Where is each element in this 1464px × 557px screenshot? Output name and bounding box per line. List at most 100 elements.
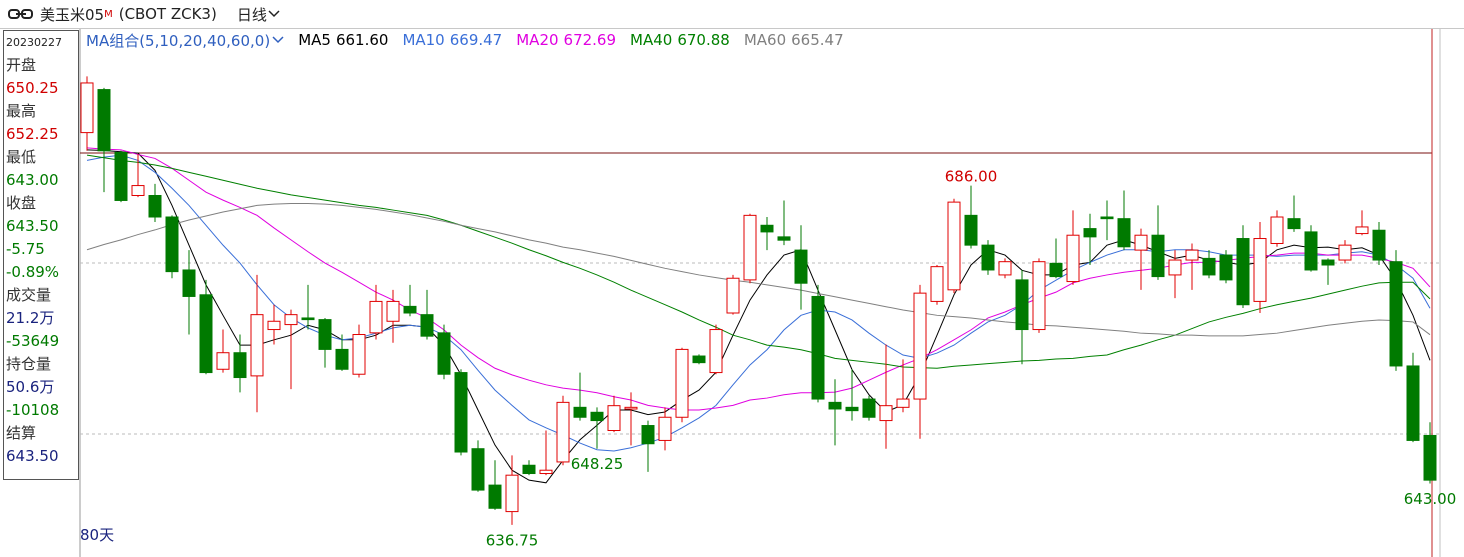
info-item: -10108	[6, 401, 60, 419]
ma-value: 661.60	[335, 31, 389, 49]
candle-body	[216, 352, 230, 370]
ma-name: MA20	[516, 31, 559, 49]
candle-body	[437, 332, 451, 375]
candle-body	[165, 216, 179, 273]
candle-body	[1168, 259, 1182, 276]
candle-body	[1423, 434, 1437, 481]
candle-body	[556, 401, 570, 463]
candle-body	[777, 236, 791, 241]
instrument-name: 美玉米05	[40, 5, 105, 24]
info-item: 650.25	[6, 79, 59, 97]
candle-body	[1049, 262, 1063, 278]
candle-body	[148, 194, 162, 218]
candle-body	[539, 469, 553, 475]
candle-body	[879, 405, 893, 422]
candle-body	[505, 474, 519, 513]
candle-body	[250, 314, 264, 377]
candle-body	[318, 319, 332, 350]
ma-line	[86, 154, 1431, 369]
candle-body	[1338, 244, 1352, 261]
candle-body	[284, 314, 298, 326]
ma-legend: MA20 672.69	[516, 31, 616, 49]
candle-body	[80, 82, 94, 134]
candle-body	[913, 292, 927, 400]
candle-body	[981, 244, 995, 271]
candle-body	[1134, 234, 1148, 251]
candle-body	[828, 401, 842, 410]
candle-body	[709, 329, 723, 374]
link-icon[interactable]	[8, 7, 34, 21]
candle-body	[199, 294, 213, 374]
info-panel: 20230227 开盘 650.25 最高 652.25 最低 643.00 收盘 643.50…	[3, 30, 79, 480]
candle-body	[573, 406, 587, 418]
candle-body	[930, 266, 944, 302]
info-item: 最低	[6, 148, 37, 166]
price-annotation: 686.00	[945, 167, 998, 185]
candle-body	[1185, 249, 1199, 261]
candle-body	[1015, 279, 1029, 331]
candle-body	[1389, 261, 1403, 367]
info-item: 643.50	[6, 217, 59, 235]
info-item: 结算	[6, 424, 37, 442]
ma-value: 669.47	[449, 31, 503, 49]
candle-body	[675, 348, 689, 418]
info-item: -53649	[6, 332, 60, 350]
candle-body	[1287, 218, 1301, 230]
ma-value: 670.88	[677, 31, 730, 49]
price-annotation: 643.00	[1404, 490, 1457, 508]
info-item: 收盘	[6, 194, 37, 212]
candle-body	[131, 185, 145, 196]
candle-body	[301, 317, 315, 321]
ma-group[interactable]: MA组合(5,10,20,40,60,0)	[86, 31, 271, 50]
candle-body	[794, 249, 808, 284]
candle-body	[1032, 261, 1046, 331]
period-selector[interactable]: 日线	[236, 5, 267, 24]
candle-body	[811, 295, 825, 400]
ma-value: 665.47	[791, 31, 844, 49]
candle-body	[624, 406, 638, 410]
ma-name: MA10	[402, 31, 445, 49]
candle-body	[862, 398, 876, 418]
ma-value: 672.69	[563, 31, 617, 49]
candle-body	[1066, 234, 1080, 283]
candle-body	[488, 484, 502, 509]
price-annotation: 648.25	[571, 455, 624, 473]
candle-body	[1202, 257, 1216, 276]
candle-body	[692, 355, 706, 364]
period-label: 80天	[80, 526, 114, 544]
info-item: 20230227	[6, 36, 62, 49]
candle-body	[1355, 226, 1369, 235]
candle-body	[369, 300, 383, 334]
candle-body	[1304, 231, 1318, 271]
ma-name: MA5	[298, 31, 331, 49]
candle-body	[964, 214, 978, 246]
ma-legend: MA40 670.88	[630, 31, 730, 49]
candle-body	[607, 405, 621, 431]
candle-body	[267, 320, 281, 331]
info-item: 最高	[6, 102, 37, 120]
badge: M	[104, 8, 113, 20]
candle-body	[454, 372, 468, 453]
candle-body	[1270, 216, 1284, 244]
dropdown-icon[interactable]	[272, 35, 284, 45]
info-item: 643.00	[6, 171, 59, 189]
ma-line	[86, 154, 1431, 452]
candle-body	[896, 398, 910, 408]
dropdown-icon[interactable]	[267, 9, 281, 19]
candle-body	[1083, 228, 1097, 238]
info-item: 652.25	[6, 125, 59, 143]
info-item: -0.89%	[6, 263, 60, 281]
candle-body	[1151, 234, 1165, 278]
info-item: 开盘	[6, 56, 37, 74]
candle-body	[352, 334, 366, 375]
candle-body	[114, 151, 128, 201]
ma-legend: MA5 661.60	[298, 31, 388, 49]
ma-legend: MA10 669.47	[402, 31, 502, 49]
candle-body	[386, 300, 400, 322]
top-bar: 美玉米05 M (CBOT ZCK3) 日线	[0, 0, 1464, 29]
ma-name: MA40	[630, 31, 673, 49]
candle-body	[590, 411, 604, 422]
ma-legend: MA60 665.47	[744, 31, 844, 49]
